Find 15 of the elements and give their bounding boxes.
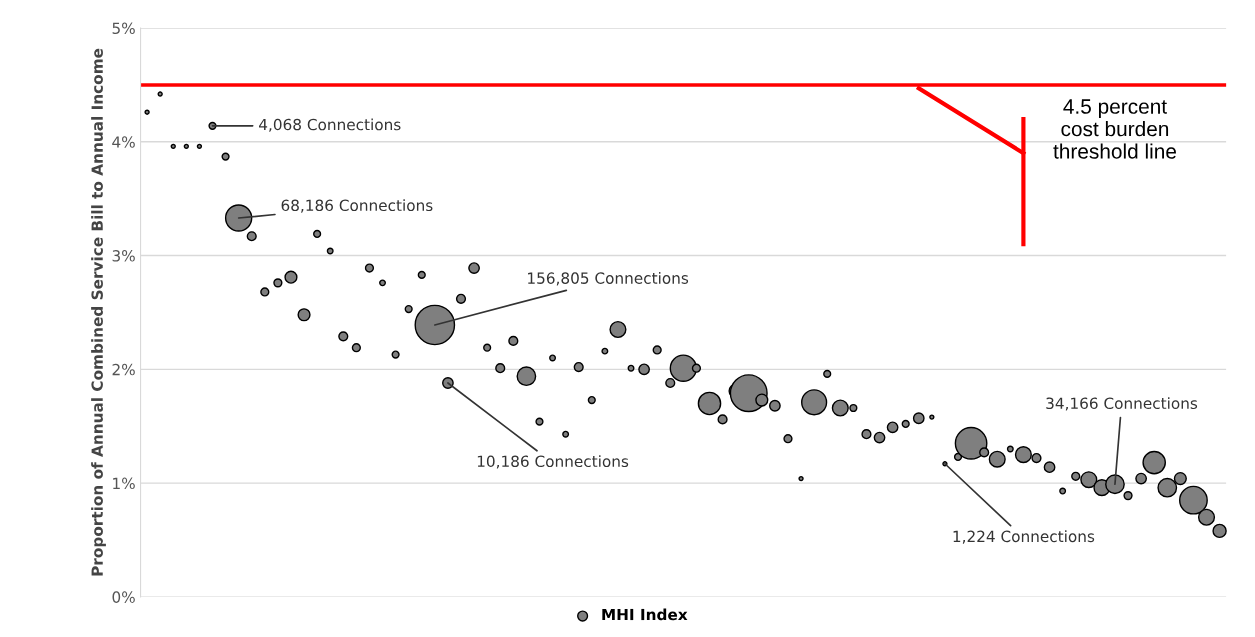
y-tick-label: 4% <box>112 136 135 148</box>
annotation: 1,224 Connections <box>953 530 1095 544</box>
y-tick-label: 2% <box>112 363 135 376</box>
annotation: 68,186 Connections <box>281 199 433 213</box>
annotation: 10,186 Connections <box>477 455 629 469</box>
annotation: 4,068 Connections <box>259 118 401 132</box>
y-tick-label: 3% <box>112 250 135 262</box>
y-tick-label: 0% <box>112 591 135 603</box>
y-axis-title: Proportion of Annual Combined Service Bill to Annual Income <box>91 48 106 576</box>
annotation: 156,805 Connections <box>528 272 689 286</box>
y-tick-label: 5% <box>112 22 135 35</box>
annotation: 34,166 Connections <box>1046 397 1198 411</box>
ref-line-label: 4.5 percent cost burden threshold line <box>1053 99 1176 159</box>
y-tick-label: 1% <box>113 477 135 490</box>
legend-label: MHI Index <box>602 608 688 621</box>
